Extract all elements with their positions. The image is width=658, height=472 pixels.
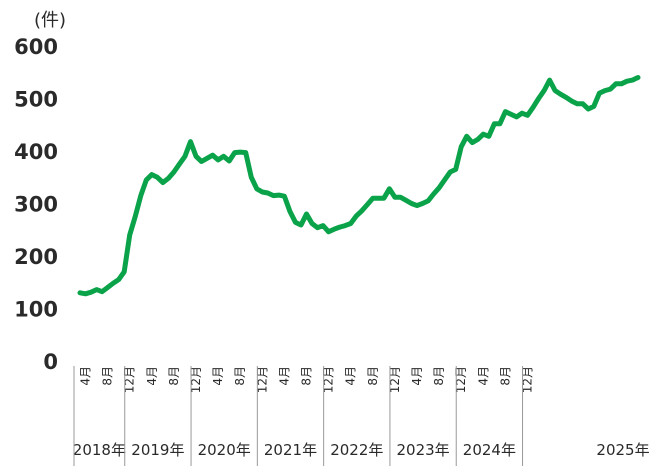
x-tick-label: 12月 [521,366,535,393]
y-tick-label: 600 [14,35,58,59]
year-label: 2018年 [73,441,126,459]
x-tick-label: 12月 [388,366,402,393]
x-tick-label: 8月 [300,366,314,386]
x-tick-label: 4月 [277,366,291,386]
y-axis-ticks: 0 100 200 300 400 500 600 [14,35,58,374]
year-separators [73,366,524,466]
x-tick-label: 8月 [366,366,380,386]
year-label: 2022年 [330,441,383,459]
year-label: 2025年 [596,441,649,459]
y-tick-label: 500 [14,88,58,112]
x-tick-label: 8月 [167,366,181,386]
x-tick-label: 4月 [145,366,159,386]
year-label: 2021年 [264,441,317,459]
x-tick-label: 12月 [454,366,468,393]
y-tick-label: 200 [14,245,58,269]
x-tick-label: 8月 [498,366,512,386]
year-label: 2019年 [131,441,184,459]
y-tick-label: 100 [14,298,58,322]
x-tick-label: 12月 [322,366,336,393]
x-tick-label: 4月 [79,366,93,386]
y-unit-label: (件) [34,10,66,31]
x-tick-label: 4月 [476,366,490,386]
x-tick-label: 12月 [255,366,269,393]
year-label: 2020年 [198,441,251,459]
x-tick-label: 8月 [432,366,446,386]
x-tick-label: 12月 [189,366,203,393]
x-tick-label: 12月 [123,366,137,393]
x-tick-label: 8月 [233,366,247,386]
y-tick-label: 400 [14,140,58,164]
series-line [77,75,641,297]
x-tick-label: 8月 [101,366,115,386]
x-tick-label: 4月 [344,366,358,386]
year-label: 2023年 [396,441,449,459]
y-tick-label: 300 [14,193,58,217]
y-tick-label: 0 [43,350,58,374]
year-label: 2024年 [463,441,516,459]
x-axis-month-ticks: 4月 8月 12月 4月 8月 12月 4月 8月 12月 4月 8月 12月 4月 8月 12月 4月 8月 1… [79,366,535,393]
x-axis-year-labels: 2018年 2019年 2020年 2021年 2022年 2023年 2024年 2025年 [73,441,650,459]
x-tick-label: 4月 [211,366,225,386]
x-tick-label: 4月 [410,366,424,386]
